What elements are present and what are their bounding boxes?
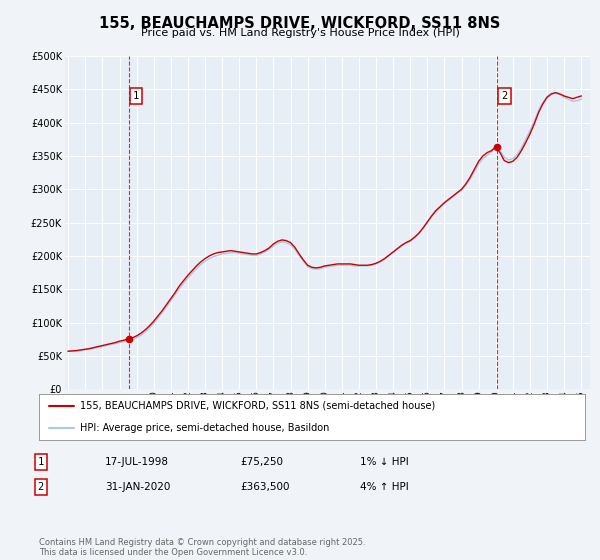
Text: £363,500: £363,500 — [240, 482, 290, 492]
Text: 155, BEAUCHAMPS DRIVE, WICKFORD, SS11 8NS: 155, BEAUCHAMPS DRIVE, WICKFORD, SS11 8N… — [100, 16, 500, 31]
Text: 155, BEAUCHAMPS DRIVE, WICKFORD, SS11 8NS (semi-detached house): 155, BEAUCHAMPS DRIVE, WICKFORD, SS11 8N… — [80, 400, 435, 410]
Text: Price paid vs. HM Land Registry's House Price Index (HPI): Price paid vs. HM Land Registry's House … — [140, 28, 460, 38]
Text: 2: 2 — [502, 91, 508, 101]
Text: HPI: Average price, semi-detached house, Basildon: HPI: Average price, semi-detached house,… — [80, 423, 329, 433]
Text: £75,250: £75,250 — [240, 457, 283, 467]
Text: 2: 2 — [38, 482, 44, 492]
Text: 31-JAN-2020: 31-JAN-2020 — [105, 482, 170, 492]
Text: Contains HM Land Registry data © Crown copyright and database right 2025.
This d: Contains HM Land Registry data © Crown c… — [39, 538, 365, 557]
Text: 1: 1 — [38, 457, 44, 467]
Text: 1% ↓ HPI: 1% ↓ HPI — [360, 457, 409, 467]
Text: 4% ↑ HPI: 4% ↑ HPI — [360, 482, 409, 492]
Text: 17-JUL-1998: 17-JUL-1998 — [105, 457, 169, 467]
Text: 1: 1 — [133, 91, 139, 101]
